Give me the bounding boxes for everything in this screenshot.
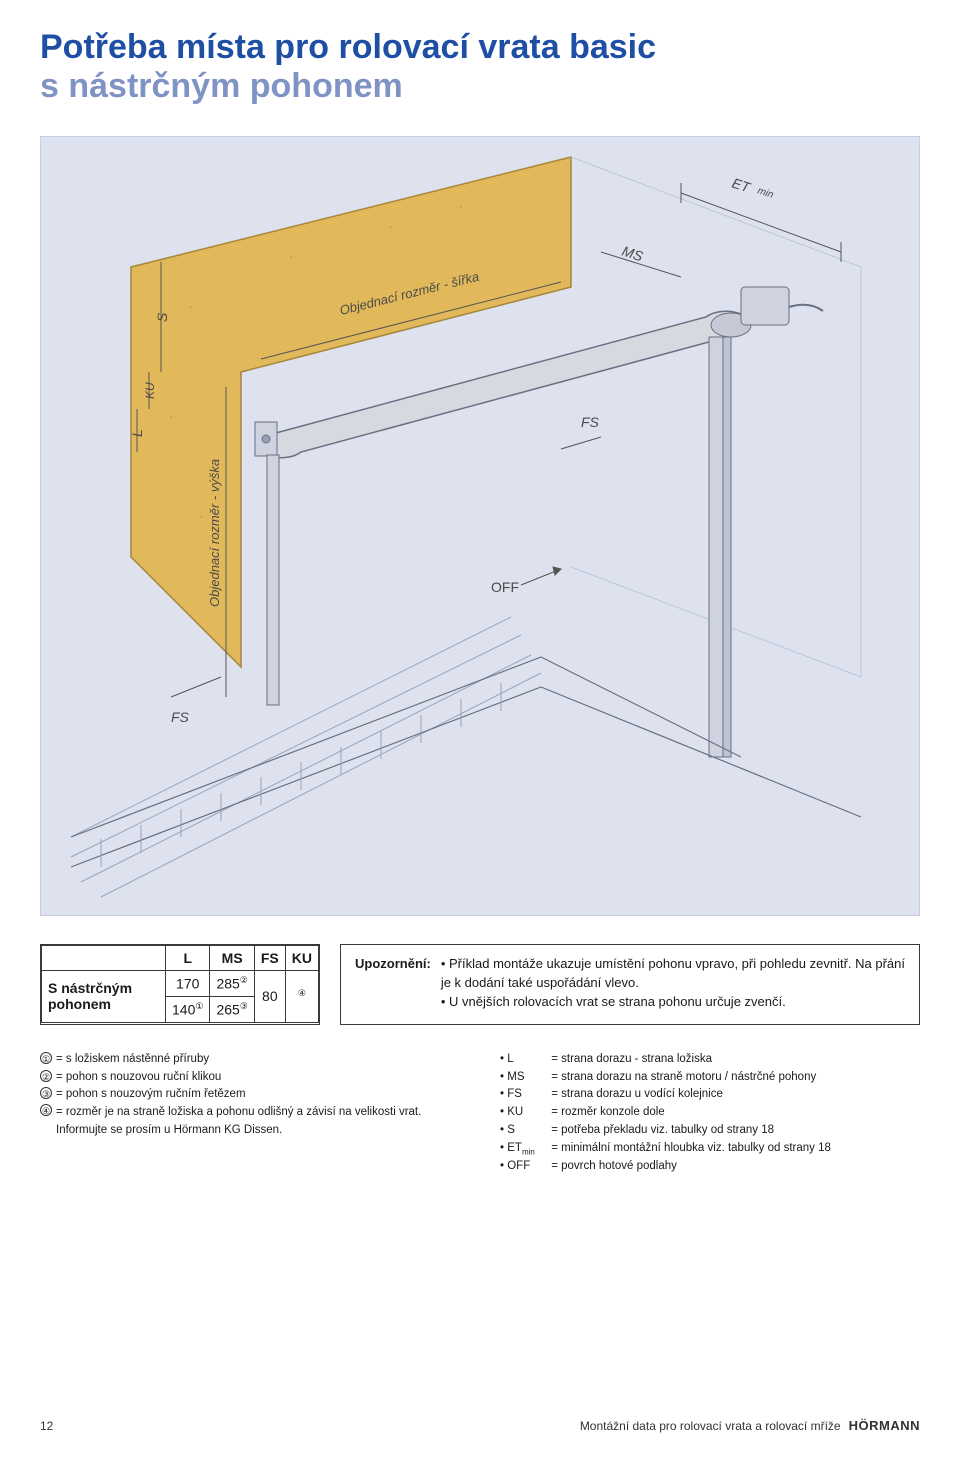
page-number: 12 xyxy=(40,1419,53,1433)
cell: ④ xyxy=(285,971,318,1022)
page-title: Potřeba místa pro rolovací vrata basic s… xyxy=(40,28,920,106)
label-off: OFF xyxy=(491,579,519,595)
notice-item: Příklad montáže ukazuje umístění pohonu … xyxy=(441,955,905,993)
label-fs-left: FS xyxy=(171,709,190,725)
footer-caption: Montážní data pro rolovací vrata a rolov… xyxy=(580,1419,841,1433)
notice-box: Upozornění: Příklad montáže ukazuje umís… xyxy=(340,944,920,1025)
svg-text:min: min xyxy=(756,186,775,202)
cell: 80 xyxy=(254,971,285,1022)
label-ms: MS xyxy=(620,243,646,265)
row-label: S nástrčným pohonem xyxy=(42,971,166,1022)
th-fs: FS xyxy=(254,946,285,971)
title-line1: Potřeba místa pro rolovací vrata basic xyxy=(40,28,656,66)
page-footer: 12 Montážní data pro rolovací vrata a ro… xyxy=(40,1418,920,1433)
brand-logo: HÖRMANN xyxy=(849,1418,920,1433)
label-s: S xyxy=(154,312,170,322)
label-etmin: ET xyxy=(730,175,753,196)
label-l: L xyxy=(129,429,145,437)
label-fs-right: FS xyxy=(581,414,600,430)
label-obj-vyska: Objednací rozměr - výška xyxy=(207,459,222,607)
legend-left: ①= s ložiskem nástěnné příruby ②= pohon … xyxy=(40,1051,460,1177)
technical-diagram: ET min MS S KU L Objednací rozměr - šířk… xyxy=(40,136,920,916)
cell: 170 xyxy=(166,971,210,997)
notice-item: U vnějších rolovacích vrat se strana poh… xyxy=(441,993,905,1012)
th-ku: KU xyxy=(285,946,318,971)
legend-right: • L= strana dorazu - strana ložiska • MS… xyxy=(500,1051,920,1177)
th-l: L xyxy=(166,946,210,971)
cell: 265③ xyxy=(210,996,254,1022)
label-ku: KU xyxy=(143,382,157,399)
notice-label: Upozornění: xyxy=(355,955,431,1012)
spec-table: L MS FS KU S nástrčným pohonem 170 285② … xyxy=(40,944,320,1025)
th-ms: MS xyxy=(210,946,254,971)
cell: 140① xyxy=(166,996,210,1022)
title-line2: s nástrčným pohonem xyxy=(40,67,403,105)
cell: 285② xyxy=(210,971,254,997)
legend-row: ①= s ložiskem nástěnné příruby ②= pohon … xyxy=(40,1051,920,1177)
